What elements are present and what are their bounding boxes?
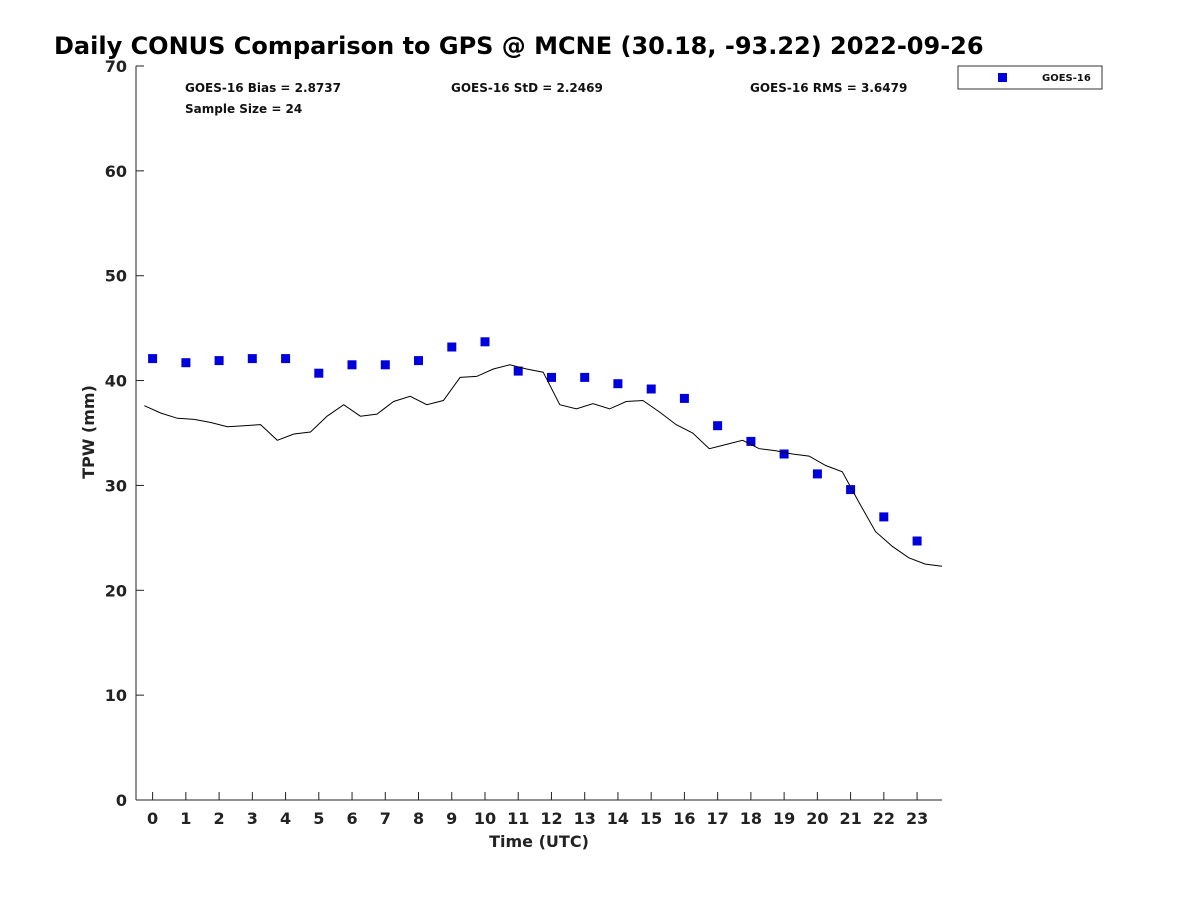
x-tick-label: 11 — [507, 809, 529, 828]
sample-size-stat: Sample Size = 24 — [185, 102, 302, 116]
x-axis-label: Time (UTC) — [489, 832, 589, 851]
goes16-point — [447, 342, 457, 352]
x-tick-label: 20 — [806, 809, 828, 828]
x-tick-label: 18 — [740, 809, 762, 828]
y-axis-label: TPW (mm) — [79, 385, 98, 479]
x-tick-label: 16 — [673, 809, 695, 828]
y-tick-label: 70 — [105, 57, 127, 76]
goes16-point — [148, 354, 158, 364]
x-tick-label: 22 — [873, 809, 895, 828]
goes16-point — [181, 358, 191, 368]
goes16-point — [846, 485, 856, 495]
goes16-point — [214, 356, 224, 366]
goes16-point — [679, 393, 689, 403]
goes16-point — [380, 360, 390, 370]
x-tick-label: 13 — [574, 809, 596, 828]
x-tick-label: 5 — [313, 809, 324, 828]
goes16-point — [580, 372, 590, 382]
x-tick-label: 10 — [474, 809, 496, 828]
legend-box — [957, 65, 1103, 90]
x-tick-label: 1 — [180, 809, 191, 828]
plot-area — [135, 66, 942, 801]
x-tick-label: 3 — [247, 809, 258, 828]
goes16-point — [746, 436, 756, 446]
goes16-point — [314, 368, 324, 378]
x-tick-label: 0 — [147, 809, 158, 828]
y-tick-label: 60 — [105, 162, 127, 181]
x-tick-label: 8 — [413, 809, 424, 828]
goes16-point — [347, 360, 357, 370]
bias-stat: GOES-16 Bias = 2.8737 — [185, 81, 341, 95]
x-ticks: 0 1 2 3 4 5 6 7 8 9 10 11 12 13 14 15 16 17 18 19 20 21 22 23 — [147, 792, 928, 828]
y-tick-label: 50 — [105, 267, 127, 286]
y-tick-label: 30 — [105, 476, 127, 495]
y-ticks: 0 10 20 30 40 50 60 70 — [105, 57, 144, 810]
goes16-point — [547, 372, 556, 382]
y-tick-label: 40 — [105, 372, 127, 391]
x-tick-label: 12 — [540, 809, 562, 828]
x-tick-label: 6 — [346, 809, 357, 828]
goes16-point — [812, 469, 822, 479]
goes16-point — [646, 384, 656, 394]
goes16-point — [613, 379, 623, 389]
y-tick-label: 20 — [105, 581, 127, 600]
goes16-point — [513, 366, 523, 376]
x-tick-label: 15 — [640, 809, 662, 828]
x-tick-label: 19 — [773, 809, 795, 828]
legend: GOES-16 — [957, 65, 1103, 90]
goes16-point — [879, 512, 889, 522]
goes16-point — [247, 354, 257, 364]
std-stat: GOES-16 StD = 2.2469 — [451, 81, 603, 95]
legend-marker — [998, 73, 1007, 82]
y-tick-label: 10 — [105, 686, 127, 705]
x-tick-label: 14 — [607, 809, 629, 828]
series-layer — [144, 337, 943, 567]
x-tick-label: 21 — [839, 809, 861, 828]
goes16-point — [713, 421, 723, 431]
x-tick-label: 17 — [707, 809, 729, 828]
goes16-point — [779, 449, 789, 459]
x-tick-label: 9 — [446, 809, 457, 828]
x-tick-label: 7 — [380, 809, 391, 828]
x-tick-label: 2 — [214, 809, 225, 828]
goes16-point — [414, 356, 423, 366]
gps-line — [144, 364, 943, 567]
goes16-point — [281, 354, 291, 364]
x-tick-label: 4 — [280, 809, 291, 828]
goes16-point — [912, 536, 922, 546]
x-tick-label: 23 — [906, 809, 928, 828]
goes16-point — [480, 337, 490, 347]
rms-stat: GOES-16 RMS = 3.6479 — [750, 81, 907, 95]
legend-label: GOES-16 — [1042, 73, 1091, 84]
chart-title: Daily CONUS Comparison to GPS @ MCNE (30… — [54, 32, 984, 60]
y-tick-label: 0 — [116, 791, 127, 810]
